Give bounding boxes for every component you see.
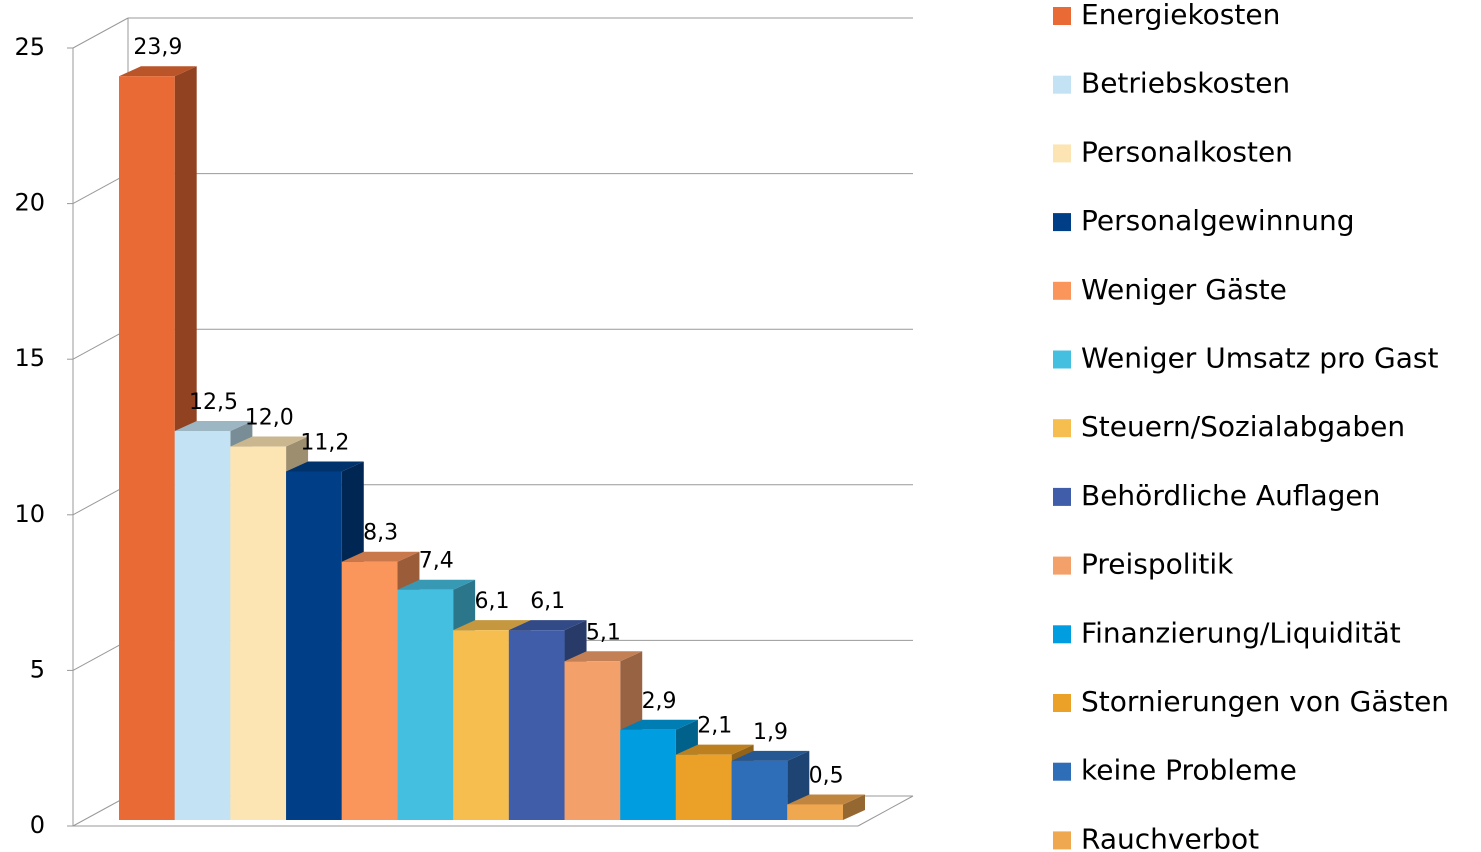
bar bbox=[453, 630, 509, 820]
floor-right bbox=[857, 795, 914, 827]
grid-line bbox=[72, 484, 129, 516]
bar-top bbox=[675, 744, 754, 755]
data-label: 6,1 bbox=[475, 589, 510, 614]
bar bbox=[341, 561, 398, 820]
y-tick-label: 5 bbox=[30, 655, 45, 683]
legend-label: Weniger Gäste bbox=[1081, 273, 1287, 306]
legend-swatch bbox=[1053, 487, 1071, 506]
legend-label: Personalkosten bbox=[1081, 135, 1293, 168]
bar bbox=[174, 431, 231, 820]
y-tick-label: 10 bbox=[14, 500, 45, 528]
bar bbox=[286, 471, 342, 820]
bar-top bbox=[230, 436, 309, 447]
data-label: 12,5 bbox=[189, 390, 238, 415]
bar bbox=[119, 76, 175, 821]
legend-label: Weniger Umsatz pro Gast bbox=[1081, 342, 1438, 375]
legend-swatch bbox=[1053, 694, 1071, 712]
legend-swatch bbox=[1053, 556, 1071, 575]
bar-top bbox=[453, 620, 531, 631]
grid-line bbox=[72, 17, 129, 49]
bar bbox=[675, 754, 732, 820]
bar-top bbox=[620, 719, 698, 730]
legend-label: Stornierungen von Gästen bbox=[1081, 685, 1449, 718]
data-label: 2,1 bbox=[697, 714, 732, 739]
bar bbox=[787, 804, 843, 820]
legend-label: keine Probleme bbox=[1081, 754, 1297, 787]
y-tick-label: 15 bbox=[14, 344, 45, 372]
bar bbox=[731, 760, 788, 820]
grid-line bbox=[72, 795, 129, 827]
legend-swatch bbox=[1053, 144, 1071, 163]
bar-top bbox=[397, 579, 476, 590]
bar bbox=[564, 661, 621, 820]
data-label: 0,5 bbox=[809, 763, 844, 788]
legend-swatch bbox=[1053, 281, 1071, 300]
legend-label: Betriebskosten bbox=[1081, 67, 1290, 100]
grid-line bbox=[72, 173, 129, 205]
y-tick-label: 0 bbox=[30, 811, 45, 839]
legend-label: Personalgewinnung bbox=[1081, 204, 1354, 237]
bar bbox=[397, 589, 454, 820]
bar-top bbox=[731, 750, 810, 761]
legend-label: Energiekosten bbox=[1081, 0, 1280, 31]
data-label: 2,9 bbox=[642, 689, 677, 714]
legend-swatch bbox=[1053, 75, 1071, 94]
data-label: 12,0 bbox=[245, 406, 294, 431]
data-label: 1,9 bbox=[753, 720, 788, 745]
bar-top bbox=[787, 794, 865, 805]
bar bbox=[508, 630, 565, 820]
bar-top bbox=[286, 461, 364, 472]
data-label: 6,1 bbox=[530, 589, 565, 614]
data-label: 5,1 bbox=[586, 620, 621, 645]
bar-top bbox=[508, 620, 587, 631]
legend-label: Behördliche Auflagen bbox=[1081, 479, 1380, 512]
legend-swatch bbox=[1053, 625, 1071, 644]
y-tick-label: 25 bbox=[14, 33, 45, 61]
bar-side bbox=[843, 794, 865, 820]
bar-top bbox=[341, 551, 420, 562]
bar-top bbox=[564, 651, 643, 662]
grid-line bbox=[72, 639, 129, 671]
data-label: 8,3 bbox=[363, 521, 398, 546]
legend-label: Steuern/Sozialabgaben bbox=[1081, 410, 1405, 443]
legend-swatch bbox=[1053, 831, 1071, 850]
legend-swatch bbox=[1053, 762, 1071, 781]
y-tick-label: 20 bbox=[14, 189, 45, 217]
bar bbox=[620, 729, 676, 820]
data-label: 11,2 bbox=[300, 430, 349, 455]
bar-top bbox=[119, 66, 197, 77]
legend-label: Rauchverbot bbox=[1081, 822, 1259, 852]
data-label: 23,9 bbox=[133, 35, 182, 60]
bar-top bbox=[174, 421, 253, 431]
legend-swatch bbox=[1053, 419, 1071, 438]
grid-line bbox=[72, 328, 129, 360]
legend-swatch bbox=[1053, 350, 1071, 369]
legend-label: Preispolitik bbox=[1081, 548, 1234, 581]
legend-label: Finanzierung/Liquidität bbox=[1081, 616, 1401, 649]
data-label: 7,4 bbox=[419, 549, 454, 574]
bar bbox=[230, 446, 287, 820]
legend-swatch bbox=[1053, 213, 1071, 232]
legend-swatch bbox=[1053, 7, 1071, 25]
